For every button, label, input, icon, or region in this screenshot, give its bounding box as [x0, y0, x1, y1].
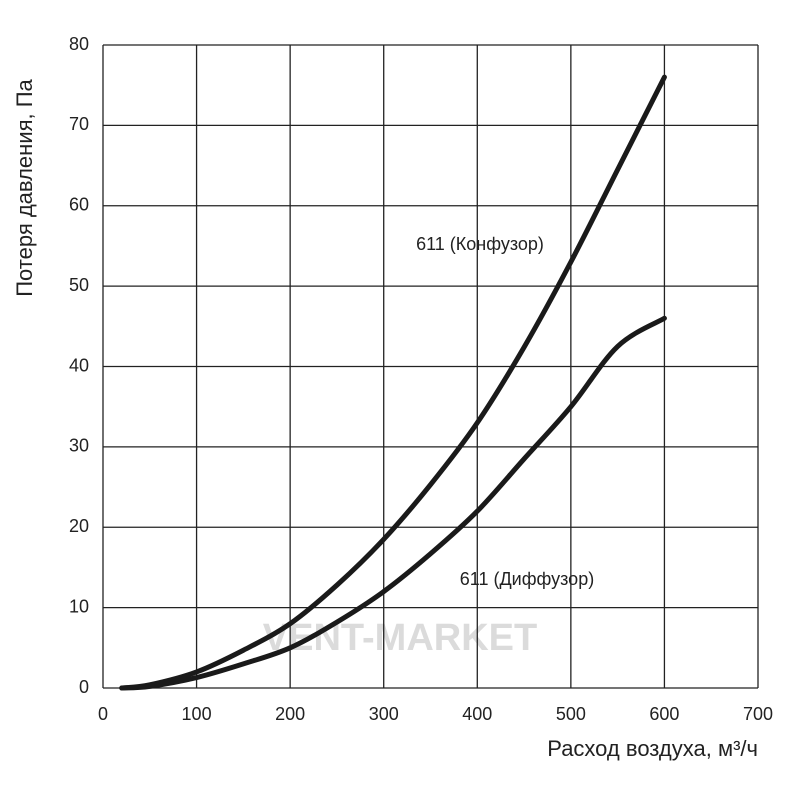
y-tick-label: 10: [69, 596, 89, 616]
x-tick-label: 0: [98, 704, 108, 724]
x-tick-label: 400: [462, 704, 492, 724]
watermark: VENT-MARKET: [263, 617, 537, 659]
y-tick-label: 30: [69, 436, 89, 456]
y-axis-label: Потеря давления, Па: [12, 78, 37, 296]
y-tick-label: 0: [79, 677, 89, 697]
series-annotation: 611 (Конфузор): [416, 234, 544, 254]
x-tick-label: 700: [743, 704, 773, 724]
series-line: [119, 315, 667, 691]
x-axis-label: Расход воздуха, м³/ч: [547, 736, 758, 761]
y-tick-label: 40: [69, 355, 89, 375]
x-tick-label: 300: [369, 704, 399, 724]
x-tick-label: 100: [182, 704, 212, 724]
y-tick-label: 70: [69, 114, 89, 134]
y-tick-label: 20: [69, 516, 89, 536]
series-line: [119, 74, 667, 691]
y-tick-label: 60: [69, 195, 89, 215]
y-tick-label: 50: [69, 275, 89, 295]
x-tick-label: 600: [649, 704, 679, 724]
x-tick-label: 500: [556, 704, 586, 724]
series-annotation: 611 (Диффузор): [460, 569, 594, 589]
y-tick-label: 80: [69, 34, 89, 54]
x-tick-label: 200: [275, 704, 305, 724]
